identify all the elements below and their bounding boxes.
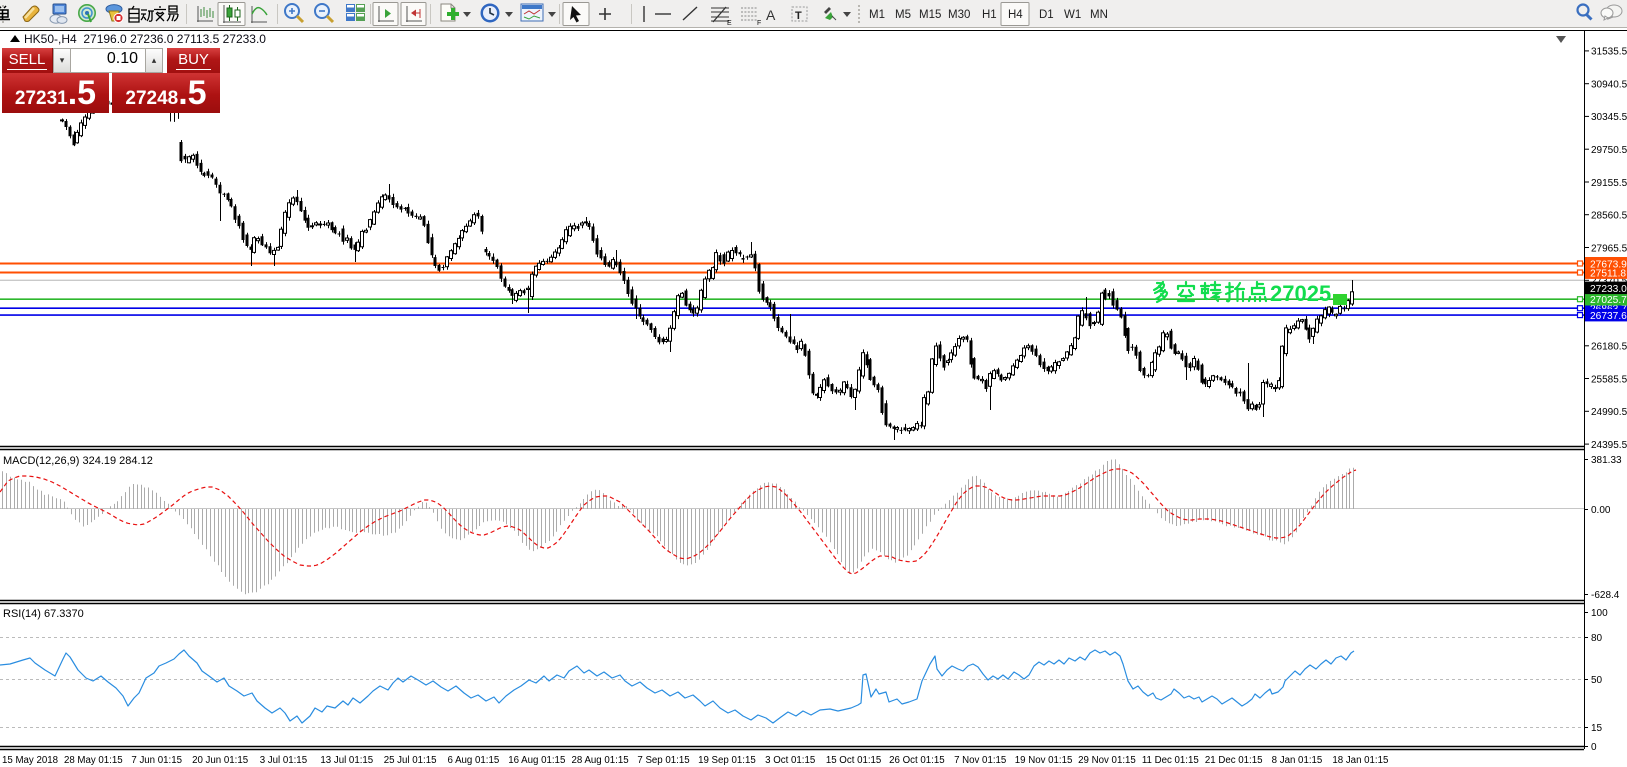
svg-text:29 Nov 01:15: 29 Nov 01:15 — [1078, 755, 1136, 766]
svg-text:E: E — [727, 20, 732, 27]
svg-text:6 Aug 01:15: 6 Aug 01:15 — [448, 755, 500, 766]
svg-text:27511.8: 27511.8 — [1590, 269, 1626, 280]
svg-text:15 May 2018: 15 May 2018 — [2, 755, 58, 766]
svg-text:8 Jan 01:15: 8 Jan 01:15 — [1272, 755, 1323, 766]
svg-text:27025.7: 27025.7 — [1590, 295, 1627, 306]
svg-text:19 Sep 01:15: 19 Sep 01:15 — [698, 755, 756, 766]
svg-text:28560.5: 28560.5 — [1591, 211, 1627, 222]
svg-text:29155.5: 29155.5 — [1591, 178, 1627, 189]
svg-text:18 Jan 01:15: 18 Jan 01:15 — [1332, 755, 1388, 766]
svg-text:7 Nov 01:15: 7 Nov 01:15 — [954, 755, 1006, 766]
svg-text:7 Jun 01:15: 7 Jun 01:15 — [131, 755, 182, 766]
svg-text:0.00: 0.00 — [1591, 505, 1611, 516]
svg-text:F: F — [757, 20, 761, 27]
svg-text:-628.4: -628.4 — [1591, 590, 1620, 601]
svg-text:100: 100 — [1591, 608, 1608, 619]
svg-text:80: 80 — [1591, 633, 1603, 644]
svg-text:M30: M30 — [948, 9, 970, 21]
svg-text:16 Aug 01:15: 16 Aug 01:15 — [508, 755, 565, 766]
svg-text:21 Dec 01:15: 21 Dec 01:15 — [1205, 755, 1263, 766]
svg-text:24395.5: 24395.5 — [1591, 440, 1627, 451]
svg-text:M15: M15 — [919, 9, 941, 21]
svg-text:0: 0 — [1591, 742, 1597, 753]
svg-text:28 Aug 01:15: 28 Aug 01:15 — [572, 755, 629, 766]
svg-text:M1: M1 — [869, 9, 885, 21]
svg-text:3 Jul 01:15: 3 Jul 01:15 — [260, 755, 307, 766]
svg-text:13 Jul 01:15: 13 Jul 01:15 — [320, 755, 373, 766]
svg-text:MN: MN — [1090, 9, 1108, 21]
svg-text:28 May 01:15: 28 May 01:15 — [64, 755, 123, 766]
svg-text:26 Oct 01:15: 26 Oct 01:15 — [889, 755, 944, 766]
svg-text:26737.6: 26737.6 — [1590, 311, 1627, 322]
svg-text:26180.5: 26180.5 — [1591, 342, 1627, 353]
svg-text:27673.9: 27673.9 — [1590, 260, 1627, 271]
svg-text:27965.5: 27965.5 — [1591, 243, 1627, 254]
svg-text:27025: 27025 — [1270, 281, 1331, 306]
svg-text:30345.5: 30345.5 — [1591, 112, 1627, 123]
svg-text:3 Oct 01:15: 3 Oct 01:15 — [765, 755, 815, 766]
svg-text:T: T — [795, 10, 802, 22]
svg-text:HK50-,H4 27196.0 27236.0 2711: HK50-,H4 27196.0 27236.0 27113.5 27233.0 — [24, 32, 266, 46]
svg-text:H4: H4 — [1008, 9, 1023, 21]
svg-text:20 Jun 01:15: 20 Jun 01:15 — [192, 755, 248, 766]
svg-text:15: 15 — [1591, 723, 1603, 734]
svg-text:50: 50 — [1591, 675, 1603, 686]
svg-text:24990.5: 24990.5 — [1591, 407, 1627, 418]
svg-text:M5: M5 — [895, 9, 911, 21]
svg-text:A: A — [766, 7, 776, 23]
svg-text:27233.0: 27233.0 — [1590, 284, 1627, 295]
svg-text:25 Jul 01:15: 25 Jul 01:15 — [384, 755, 437, 766]
svg-text:15 Oct 01:15: 15 Oct 01:15 — [826, 755, 881, 766]
svg-text:D1: D1 — [1039, 9, 1054, 21]
svg-text:11 Dec 01:15: 11 Dec 01:15 — [1142, 755, 1199, 766]
svg-text:31535.5: 31535.5 — [1591, 47, 1627, 58]
svg-text:MACD(12,26,9) 324.19 284.12: MACD(12,26,9) 324.19 284.12 — [3, 455, 153, 467]
svg-text:29750.5: 29750.5 — [1591, 145, 1627, 156]
svg-text:30940.5: 30940.5 — [1591, 80, 1627, 91]
svg-text:25585.5: 25585.5 — [1591, 374, 1627, 385]
svg-text:381.33: 381.33 — [1591, 455, 1622, 466]
svg-text:H1: H1 — [982, 9, 997, 21]
svg-text:W1: W1 — [1064, 9, 1081, 21]
svg-text:19 Nov 01:15: 19 Nov 01:15 — [1015, 755, 1073, 766]
svg-text:7 Sep 01:15: 7 Sep 01:15 — [637, 755, 689, 766]
svg-text:RSI(14) 67.3370: RSI(14) 67.3370 — [3, 608, 84, 620]
